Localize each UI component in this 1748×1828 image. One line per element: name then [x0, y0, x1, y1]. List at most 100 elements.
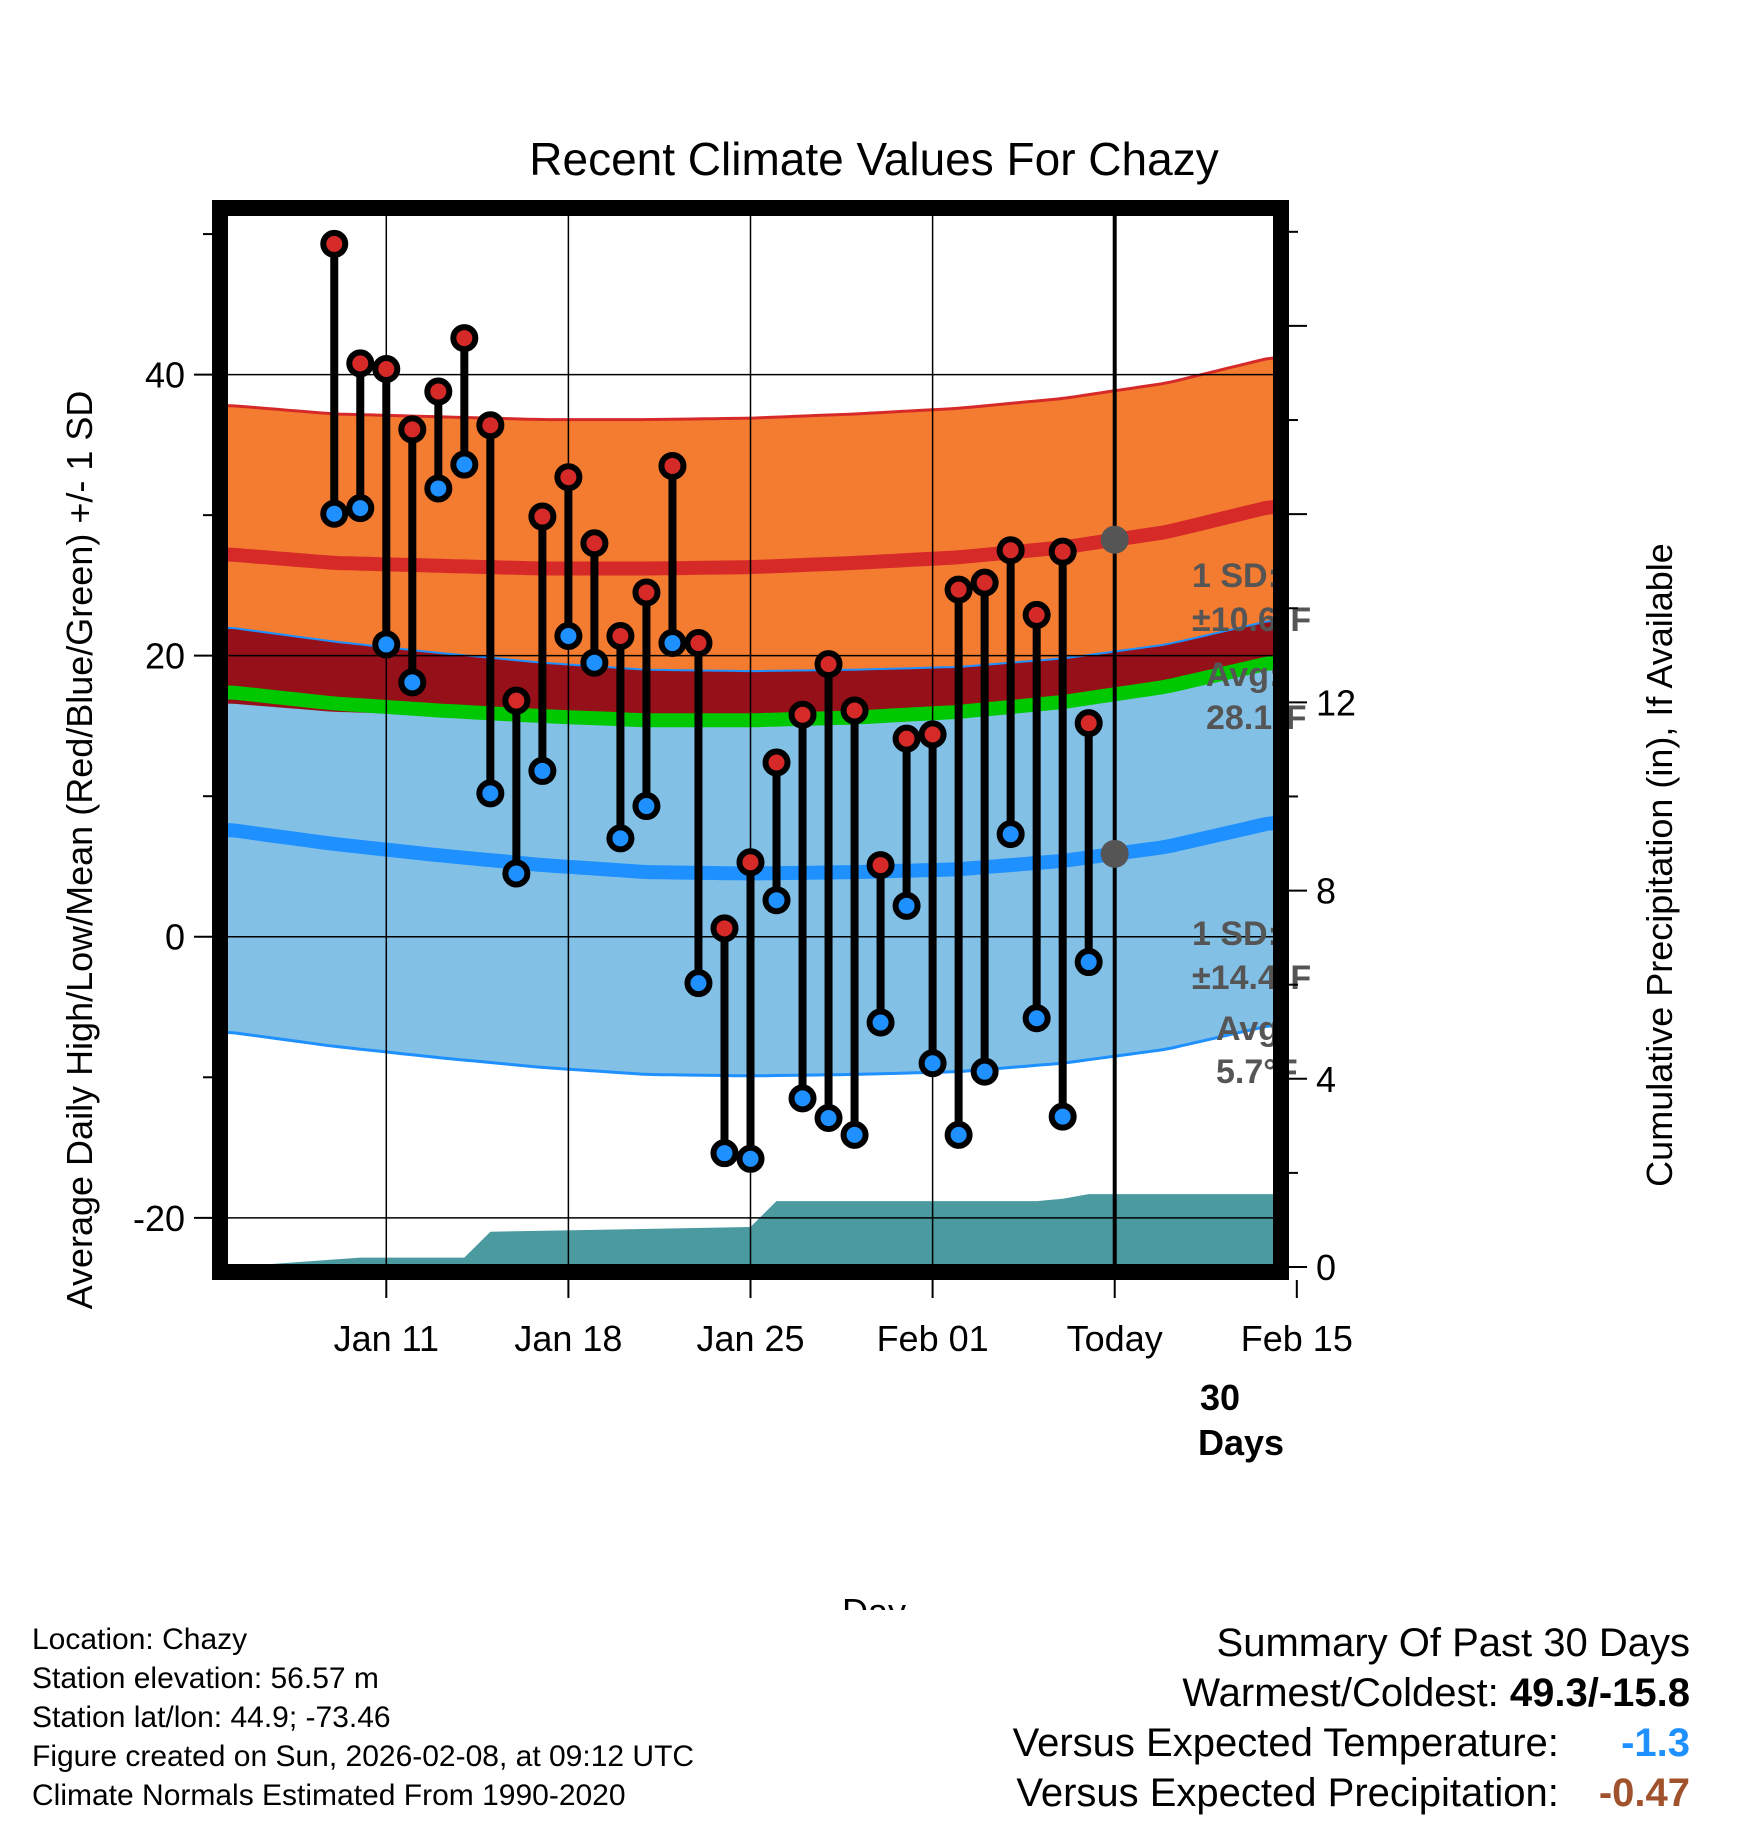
daily-high-point: [710, 914, 739, 943]
y2-tick-label: 0: [1316, 1247, 1336, 1288]
daily-low-point: [944, 1120, 973, 1149]
precip-departure-row: Versus Expected Precipitation: -0.47: [1013, 1768, 1690, 1818]
daily-low-point: [606, 824, 635, 853]
daily-low-point: [398, 668, 427, 697]
daily-low-point: [554, 622, 583, 651]
daily-high-point: [1048, 537, 1077, 566]
daily-high-point: [996, 536, 1025, 565]
axes: -20 0 20 40 0 4 8 12 Jan 11 Jan 18 Jan 25 Feb 01 Tod…: [133, 200, 1356, 1359]
daily-high-point: [840, 696, 869, 725]
latlon-text: Station lat/lon: 44.9; -73.46: [32, 1701, 391, 1734]
daily-high-point: [424, 377, 453, 406]
x-tick-label: Feb 15: [1241, 1318, 1353, 1359]
annotations: 1 SD: ±10.6°F Avg: 28.1°F 1 SD: ±14.4°F …: [1192, 557, 1311, 1463]
temp-departure-label: Versus Expected Temperature:: [1012, 1721, 1559, 1765]
warmest-coldest-value: 49.3/-15.8: [1509, 1671, 1690, 1715]
daily-low-point: [346, 494, 375, 523]
daily-high-point: [502, 686, 531, 715]
daily-low-point: [1074, 948, 1103, 977]
daily-high-point: [892, 724, 921, 753]
daily-low-point: [684, 969, 713, 998]
daily-low-point: [476, 779, 505, 808]
daily-low-point: [996, 820, 1025, 849]
x-axis-title: Day: [842, 1591, 906, 1610]
climate-chart: Recent Climate Values For Chazy 1 SD: ±1…: [59, 133, 1680, 1610]
daily-low-point: [866, 1008, 895, 1037]
low-sd-value: ±14.4°F: [1192, 959, 1311, 997]
daily-high-point: [736, 848, 765, 877]
summary-panel: Summary Of Past 30 Days Warmest/Coldest:…: [1013, 1618, 1690, 1818]
daily-high-point: [1074, 709, 1103, 738]
x-tick-label: Today: [1067, 1318, 1163, 1359]
daily-high-point: [814, 650, 843, 679]
observations: [320, 229, 1129, 1173]
daily-low-point: [580, 648, 609, 677]
daily-high-point: [658, 451, 687, 480]
daily-high-point: [762, 748, 791, 777]
gridlines: [225, 213, 1276, 1267]
daily-low-point: [450, 450, 479, 479]
daily-low-point: [918, 1049, 947, 1078]
daily-high-point: [918, 720, 947, 749]
warmest-coldest-row: Warmest/Coldest: 49.3/-15.8: [1013, 1668, 1690, 1718]
daily-high-point: [788, 700, 817, 729]
daily-low-point: [1048, 1102, 1077, 1131]
chart-title: Recent Climate Values For Chazy: [529, 133, 1218, 185]
daily-high-point: [866, 851, 895, 880]
y2-tick-label: 12: [1316, 682, 1356, 723]
daily-low-point: [528, 756, 557, 785]
daily-high-point: [1022, 600, 1051, 629]
daily-high-point: [632, 578, 661, 607]
cumulative-precip-area: [230, 1194, 1277, 1267]
daily-low-point: [736, 1144, 765, 1173]
daily-low-point: [658, 629, 687, 658]
y-tick-label: -20: [133, 1198, 185, 1239]
low-sd-label: 1 SD:: [1192, 915, 1279, 953]
y-tick-label: 40: [145, 355, 185, 396]
x-tick-label: Feb 01: [877, 1318, 989, 1359]
daily-high-point: [346, 349, 375, 378]
daily-high-point: [372, 354, 401, 383]
daily-low-point: [372, 630, 401, 659]
daily-low-point: [762, 886, 791, 915]
precip-departure-value: -0.47: [1598, 1771, 1690, 1815]
y-tick-label: 0: [165, 917, 185, 958]
days-word: Days: [1198, 1422, 1284, 1463]
daily-low-point: [814, 1104, 843, 1133]
daily-high-point: [450, 324, 479, 353]
normals-text: Climate Normals Estimated From 1990-2020: [32, 1779, 626, 1812]
daily-low-point: [970, 1057, 999, 1086]
today-normal-low-marker: [1100, 839, 1129, 868]
plot-frame: [212, 200, 1289, 1280]
daily-high-point: [398, 415, 427, 444]
daily-low-point: [424, 474, 453, 503]
station-info: Location: Chazy Station elevation: 56.57…: [32, 1620, 694, 1815]
daily-low-point: [320, 499, 349, 528]
y-tick-label: 20: [145, 636, 185, 677]
daily-high-point: [970, 568, 999, 597]
daily-low-point: [1022, 1004, 1051, 1033]
temp-departure-value: -1.3: [1621, 1721, 1690, 1765]
y2-tick-label: 4: [1316, 1059, 1336, 1100]
summary-title: Summary Of Past 30 Days: [1216, 1621, 1690, 1665]
x-tick-label: Jan 25: [696, 1318, 804, 1359]
precip-departure-label: Versus Expected Precipitation:: [1016, 1771, 1559, 1815]
elevation-text: Station elevation: 56.57 m: [32, 1662, 379, 1695]
daily-low-point: [892, 891, 921, 920]
daily-low-point: [632, 792, 661, 821]
created-text: Figure created on Sun, 2026-02-08, at 09…: [32, 1740, 695, 1773]
x-tick-label: Jan 11: [334, 1318, 439, 1359]
daily-low-point: [710, 1139, 739, 1168]
daily-high-point: [320, 229, 349, 258]
high-avg-value: 28.1°F: [1206, 699, 1307, 737]
y2-tick-label: 8: [1316, 871, 1336, 912]
warmest-coldest-label: Warmest/Coldest:: [1182, 1671, 1499, 1715]
daily-low-point: [840, 1120, 869, 1149]
days-number: 30: [1200, 1377, 1240, 1418]
daily-high-point: [684, 629, 713, 658]
today-normal-high-marker: [1100, 525, 1129, 554]
daily-high-point: [580, 529, 609, 558]
high-sd-label: 1 SD:: [1192, 557, 1279, 595]
y2-axis-title: Cumulative Precipitation (in), If Availa…: [1639, 543, 1680, 1187]
daily-high-point: [944, 575, 973, 604]
